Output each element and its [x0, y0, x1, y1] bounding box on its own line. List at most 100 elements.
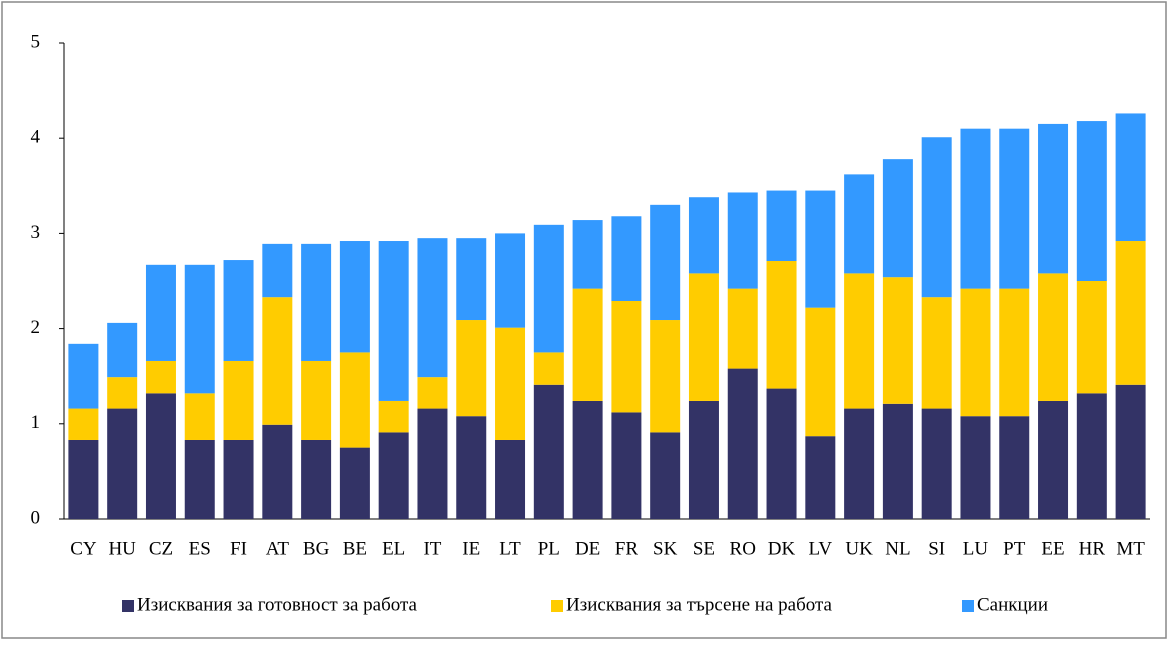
x-tick-label: DE: [575, 538, 600, 559]
bar-segment: [611, 216, 642, 301]
legend-label: Санкции: [977, 594, 1048, 615]
x-tick-label: PT: [1003, 538, 1026, 559]
bar-segment: [844, 408, 875, 519]
bar-segment: [611, 412, 642, 519]
legend-label: Изисквания за готовност за работа: [137, 594, 418, 615]
bar-segment: [1115, 241, 1146, 385]
legend-swatch: [551, 600, 563, 612]
bar-segment: [999, 128, 1030, 289]
bar-segment: [572, 288, 603, 401]
x-tick-label: AT: [266, 538, 290, 559]
x-tick-label: RO: [730, 538, 756, 559]
bar-segment: [727, 368, 758, 519]
bar-segment: [184, 439, 215, 519]
bar-segment: [688, 400, 719, 519]
bar-segment: [1038, 123, 1069, 274]
y-tick-label: 0: [31, 507, 41, 528]
bar-segment: [999, 416, 1030, 519]
bar-segment: [68, 439, 99, 519]
bar-segment: [1115, 113, 1146, 242]
bar-segment: [456, 238, 487, 321]
bar-segment: [145, 393, 176, 519]
bar-segment: [456, 320, 487, 417]
bar-segment: [339, 241, 370, 353]
bar-segment: [107, 408, 138, 519]
bar-segment: [262, 424, 293, 519]
bar-segment: [960, 288, 991, 417]
x-tick-label: DK: [768, 538, 796, 559]
x-tick-label: IE: [462, 538, 480, 559]
x-tick-label: MT: [1116, 538, 1145, 559]
bar-segment: [572, 400, 603, 519]
bar-segment: [921, 137, 952, 298]
bar-segment: [339, 352, 370, 448]
bar-segment: [766, 190, 797, 262]
bar-segment: [495, 439, 526, 519]
y-tick-label: 1: [31, 412, 41, 433]
legend-label: Изисквания за търсене на работа: [566, 594, 833, 615]
bar-segment: [688, 273, 719, 401]
bar-segment: [262, 297, 293, 425]
bar-segment: [805, 307, 836, 437]
x-tick-label: LV: [809, 538, 833, 559]
bar-segment: [766, 261, 797, 389]
bar-segment: [805, 436, 836, 519]
bar-segment: [1115, 384, 1146, 519]
bar-segment: [301, 360, 332, 440]
bar-segment: [727, 288, 758, 369]
bar-segment: [223, 260, 254, 361]
bar-segment: [223, 360, 254, 440]
y-tick-label: 5: [31, 31, 41, 52]
bar-segment: [960, 416, 991, 519]
bar-segment: [1076, 121, 1107, 282]
y-tick-label: 4: [31, 127, 41, 148]
bar-segment: [1038, 273, 1069, 401]
bar-segment: [650, 204, 681, 321]
bar-segment: [145, 264, 176, 361]
bar-segment: [184, 264, 215, 394]
x-tick-label: LT: [499, 538, 521, 559]
x-tick-label: IT: [423, 538, 441, 559]
bar-segment: [650, 432, 681, 519]
bar-segment: [844, 174, 875, 274]
bar-segment: [882, 403, 913, 519]
bar-segment: [1076, 281, 1107, 394]
bar-segment: [145, 360, 176, 394]
bar-segment: [339, 447, 370, 519]
bar-segment: [921, 408, 952, 519]
x-tick-label: SE: [693, 538, 715, 559]
y-tick-label: 2: [31, 317, 41, 338]
x-tick-label: CZ: [149, 538, 173, 559]
bar-segment: [417, 238, 448, 378]
bar-segment: [262, 243, 293, 298]
x-tick-label: BE: [343, 538, 367, 559]
bar-segment: [1076, 393, 1107, 519]
bar-segment: [611, 300, 642, 413]
bar-segment: [533, 352, 564, 385]
bar-segment: [844, 273, 875, 409]
x-tick-label: HU: [108, 538, 136, 559]
bar-segment: [68, 408, 99, 440]
bar-segment: [533, 384, 564, 519]
bar-segment: [301, 243, 332, 361]
bar-segment: [378, 241, 409, 401]
bar-segment: [417, 377, 448, 409]
bar-segment: [882, 277, 913, 404]
bar-segment: [378, 432, 409, 519]
x-tick-label: HR: [1079, 538, 1106, 559]
bar-segment: [107, 377, 138, 409]
y-tick-label: 3: [31, 222, 41, 243]
x-tick-label: BG: [303, 538, 330, 559]
bar-segment: [378, 400, 409, 433]
bar-segment: [960, 128, 991, 289]
bar-segment: [882, 159, 913, 278]
bar-segment: [533, 224, 564, 353]
bar-segment: [223, 439, 254, 519]
bar-segment: [921, 297, 952, 409]
bar-segment: [107, 322, 138, 378]
x-tick-label: SI: [928, 538, 945, 559]
bar-segment: [495, 233, 526, 328]
x-tick-label: CY: [70, 538, 97, 559]
bar-segment: [766, 388, 797, 519]
